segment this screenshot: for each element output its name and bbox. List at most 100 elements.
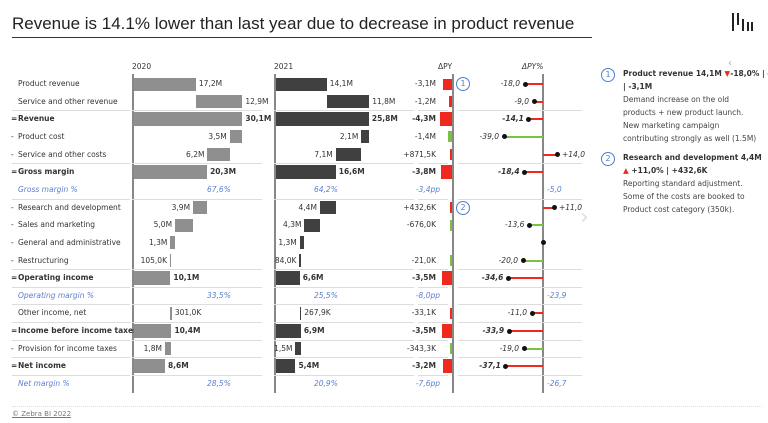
row-bar-2021 <box>299 254 301 267</box>
column-axis <box>274 74 276 394</box>
delta-py-bar <box>450 202 452 214</box>
column-axis <box>542 74 544 394</box>
delta-py-value: -33,1K <box>411 308 436 318</box>
row-divider <box>458 339 478 341</box>
comment-title: Research and development 4,4M <box>623 153 762 162</box>
row-value-2020: 10,1M <box>173 273 200 283</box>
delta-py-pct-dot <box>531 99 537 105</box>
delta-py-value: -3,1M <box>414 79 436 88</box>
comment-text: Reporting standard adjustment. <box>623 179 743 188</box>
delta-py-bar <box>442 324 452 339</box>
row-value-2020: 1,3M <box>148 237 168 247</box>
row-divider <box>12 304 130 306</box>
row-label: Provision for income taxes <box>18 343 117 353</box>
row-divider <box>12 269 130 271</box>
delta-py-pct-stem <box>524 171 543 174</box>
delta-py: -8,0pp <box>415 290 440 300</box>
comment-heading: Research and development 4,4M <box>623 153 762 163</box>
row-divider <box>478 269 582 271</box>
row-divider <box>418 198 448 200</box>
comment-delta-line: | -3,1M <box>623 82 653 91</box>
row-prefix: - <box>11 220 14 230</box>
row-divider <box>418 322 448 324</box>
copyright-link[interactable]: © Zebra BI 2022 <box>12 410 72 418</box>
delta-py-value: -3,2M <box>412 361 436 371</box>
delta-py-pct-value: -39,0 <box>479 131 499 141</box>
delta-py-pct-dot <box>551 205 557 211</box>
row-value-2021: 1,3M <box>278 237 297 247</box>
row-divider <box>478 375 582 377</box>
row-divider <box>274 357 414 359</box>
row-bar-2021 <box>276 112 369 127</box>
comment-delta-line: ▲ +11,0% | +432,6K <box>623 166 707 176</box>
row-divider <box>12 286 130 288</box>
row-bar-2020 <box>134 112 243 127</box>
row-divider <box>478 198 582 200</box>
delta-py-pct-value: -11,0 <box>507 308 527 318</box>
row-divider <box>132 304 262 306</box>
delta-py-bar <box>443 359 452 374</box>
delta-py-pct-dot <box>554 152 560 158</box>
comment-text: New marketing campaign <box>623 121 720 130</box>
chevron-right-icon[interactable]: › <box>580 205 589 230</box>
row-value-2021: 2,1M <box>339 131 359 141</box>
row-label: Other income, net <box>18 308 87 318</box>
comment-delta: -18,0% | -3,1M <box>730 69 768 78</box>
row-bar-2021 <box>295 342 301 356</box>
row-label: Gross margin % <box>18 184 78 194</box>
comment-text: contributing strongly as well (1.5M) <box>623 134 757 143</box>
row-divider <box>132 322 262 324</box>
row-divider <box>274 375 414 377</box>
row-bar-2020 <box>134 359 165 374</box>
row-divider <box>274 198 414 200</box>
row-value-2020: 17,2M <box>198 79 223 88</box>
row-label: Product cost <box>18 131 65 141</box>
row-divider <box>132 375 262 377</box>
row-divider <box>132 357 262 359</box>
delta-py-pct-value: -13,6 <box>505 220 525 230</box>
row-prefix: = <box>11 114 18 124</box>
row-divider <box>418 375 448 377</box>
delta-py-pct-stem <box>532 312 543 315</box>
comment-marker-2[interactable]: 2 <box>456 200 470 215</box>
delta-py-pct-dot <box>526 116 532 122</box>
delta-py-pct: -26,7 <box>547 379 567 389</box>
delta-py-pct-stem <box>534 100 543 103</box>
triangle-down-icon: ▼ <box>724 69 731 78</box>
row-bar-2020 <box>175 218 194 232</box>
row-bar-2021 <box>299 306 302 320</box>
comment-delta: +11,0% | +432,6K <box>628 166 708 175</box>
row-divider <box>418 163 448 165</box>
row-prefix: = <box>11 167 18 177</box>
row-divider <box>458 322 478 324</box>
delta-py: -3,4pp <box>415 184 440 194</box>
row-divider <box>458 304 478 306</box>
row-bar-2021 <box>335 148 362 162</box>
row-prefix: - <box>11 202 14 212</box>
row-prefix: - <box>11 255 14 265</box>
comment-number: 1 <box>601 68 615 82</box>
row-divider <box>418 110 448 112</box>
delta-py-pct-dot <box>506 328 512 334</box>
row-prefix: = <box>11 326 18 336</box>
row-label: Gross margin <box>18 167 75 177</box>
row-bar-2020 <box>195 95 243 109</box>
delta-py-pct-value: +11,0 <box>559 202 582 212</box>
value-2021: 64,2% <box>314 184 338 194</box>
row-bar-2021 <box>276 324 301 339</box>
row-bar-2020 <box>207 148 230 162</box>
row-value-2021: 5,4M <box>298 361 320 371</box>
delta-py-pct-stem <box>523 259 543 262</box>
title-divider <box>12 37 592 38</box>
row-bar-2020 <box>134 77 196 91</box>
row-prefix: - <box>11 131 14 141</box>
row-divider <box>132 286 262 288</box>
column-header-2020: 2020 <box>132 62 152 71</box>
delta-py-bar <box>448 96 452 108</box>
delta-py-pct: -23,9 <box>547 290 567 300</box>
comment-marker-1[interactable]: 1 <box>456 77 470 91</box>
row-bar-2020 <box>229 130 243 144</box>
row-divider <box>132 198 262 200</box>
delta-py-pct-stem <box>505 365 543 368</box>
chevron-left-icon[interactable]: ‹ <box>728 58 732 69</box>
